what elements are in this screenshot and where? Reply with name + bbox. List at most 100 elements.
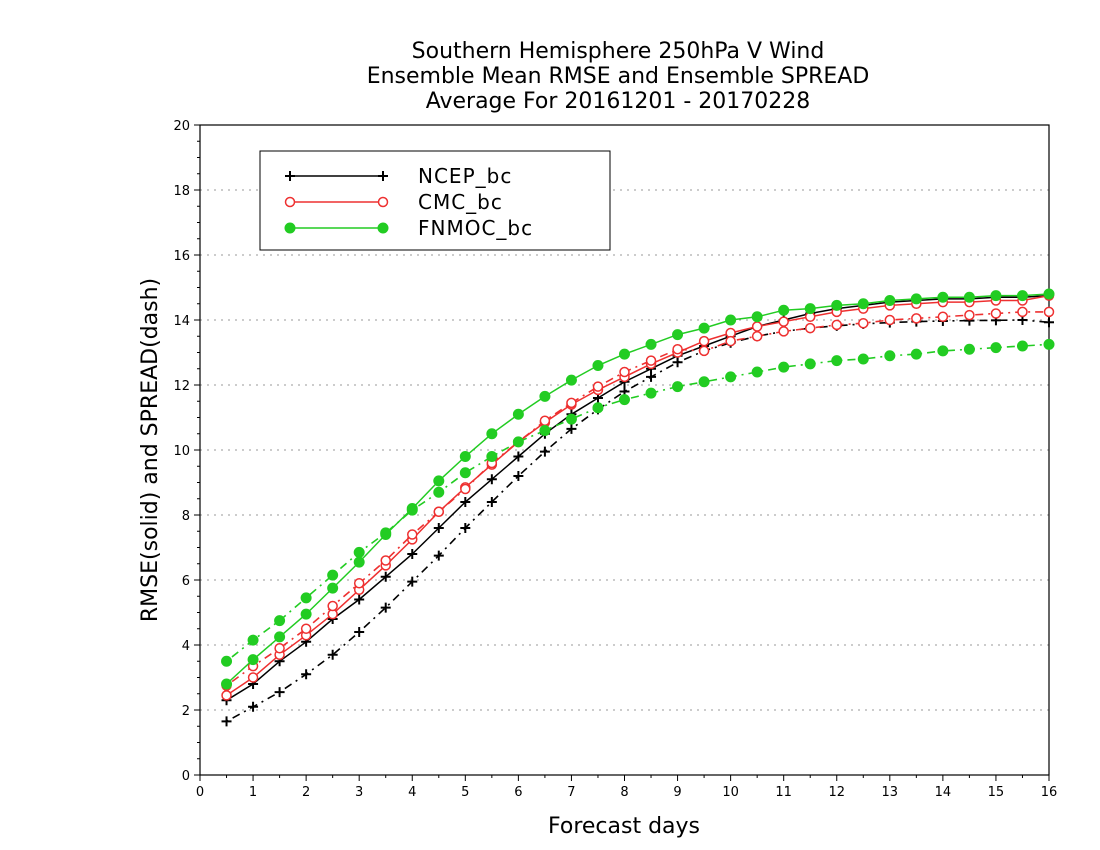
data-point: [884, 350, 896, 362]
data-point: [407, 549, 418, 559]
legend-item: NCEP_bc: [285, 164, 512, 188]
y-axis: 0 2 4 6 8 10 12 14 16 18 20: [173, 119, 200, 784]
data-point: [327, 600, 338, 612]
data-point: [327, 569, 339, 581]
data-point: [1043, 306, 1055, 318]
data-point: [221, 655, 233, 667]
x-axis-label: Forecast days: [548, 814, 700, 839]
data-point: [433, 550, 444, 561]
data-point: [698, 376, 710, 388]
data-point: [778, 326, 789, 337]
data-point: [672, 344, 683, 355]
data-point: [831, 319, 842, 331]
data-point: [964, 309, 975, 321]
data-point: [486, 474, 497, 485]
data-point: [539, 390, 551, 402]
data-point: [937, 291, 949, 303]
x-tick-label: 12: [828, 785, 845, 800]
data-point: [725, 371, 737, 383]
data-point: [592, 402, 604, 414]
chart-title-line-1: Southern Hemisphere 250hPa V Wind: [412, 39, 825, 64]
legend-item: FNMOC_bc: [284, 216, 532, 240]
data-point: [990, 342, 1002, 354]
data-point: [300, 592, 312, 604]
y-tick-label: 8: [182, 509, 190, 524]
data-point: [433, 523, 444, 533]
data-point: [990, 308, 1002, 319]
data-point: [751, 331, 763, 342]
x-tick-label: 13: [882, 785, 899, 800]
data-point: [486, 428, 498, 440]
data-point: [751, 321, 763, 332]
data-point: [884, 314, 896, 326]
x-tick-label: 7: [567, 785, 575, 800]
data-point: [910, 348, 922, 360]
series-line: [226, 343, 1050, 662]
x-tick-label: 2: [302, 785, 310, 800]
legend-marker: [378, 171, 388, 181]
data-point: [433, 506, 445, 517]
data-point: [698, 345, 710, 357]
data-point: [1044, 317, 1054, 328]
y-tick-label: 2: [182, 704, 190, 719]
data-point: [804, 303, 816, 315]
x-tick-label: 8: [620, 785, 628, 800]
x-axis: 0 1 2 3 4 5 6 7 8 9 10 11 12 13 14 15 16: [196, 775, 1057, 800]
legend-marker: [284, 196, 296, 208]
data-point: [301, 669, 312, 680]
series-FNMOC_bc-spread: [221, 338, 1055, 667]
x-tick-label: 11: [775, 785, 792, 800]
y-tick-label: 18: [173, 184, 190, 199]
data-point: [460, 483, 471, 495]
data-point: [353, 546, 365, 558]
data-point: [725, 314, 737, 326]
y-axis-label: RMSE(solid) and SPREAD(dash): [138, 278, 163, 622]
x-tick-label: 1: [249, 785, 257, 800]
legend-label: NCEP_bc: [418, 164, 512, 188]
series-layer: [221, 288, 1055, 727]
data-point: [221, 690, 232, 701]
data-point: [592, 381, 604, 392]
legend-box: [259, 150, 611, 251]
data-point: [327, 582, 339, 594]
data-point: [433, 486, 445, 498]
data-point: [459, 467, 471, 479]
data-point: [963, 291, 975, 303]
y-tick-label: 0: [182, 769, 190, 784]
data-point: [486, 497, 497, 507]
x-tick-label: 4: [408, 785, 416, 800]
data-point: [619, 366, 630, 378]
data-point: [672, 381, 684, 393]
data-point: [619, 394, 630, 406]
legend-marker: [284, 222, 296, 234]
data-point: [565, 374, 577, 386]
data-point: [857, 353, 869, 365]
series-NCEP_bc-spread: [221, 315, 1054, 727]
data-point: [274, 631, 286, 643]
data-point: [247, 672, 259, 683]
y-tick-label: 12: [173, 379, 190, 394]
y-tick-label: 6: [182, 574, 190, 589]
data-point: [1043, 338, 1055, 350]
chart-title-line-2: Ensemble Mean RMSE and Ensemble SPREAD: [367, 64, 870, 89]
data-point: [566, 423, 577, 434]
series-FNMOC_bc-rmse: [221, 288, 1055, 690]
data-point: [778, 316, 789, 327]
data-point: [858, 318, 869, 329]
data-point: [884, 295, 896, 306]
data-point: [486, 451, 498, 462]
y-tick-label: 4: [182, 639, 190, 654]
data-point: [274, 687, 285, 698]
data-point: [380, 571, 391, 582]
series-line: [225, 293, 1050, 685]
data-point: [1016, 340, 1028, 352]
data-point: [911, 313, 922, 324]
y-tick-label: 10: [173, 444, 190, 459]
data-point: [778, 361, 790, 373]
data-point: [353, 556, 365, 568]
legend-marker: [285, 171, 295, 181]
data-point: [512, 436, 524, 448]
data-point: [274, 615, 286, 627]
data-point: [804, 322, 816, 334]
